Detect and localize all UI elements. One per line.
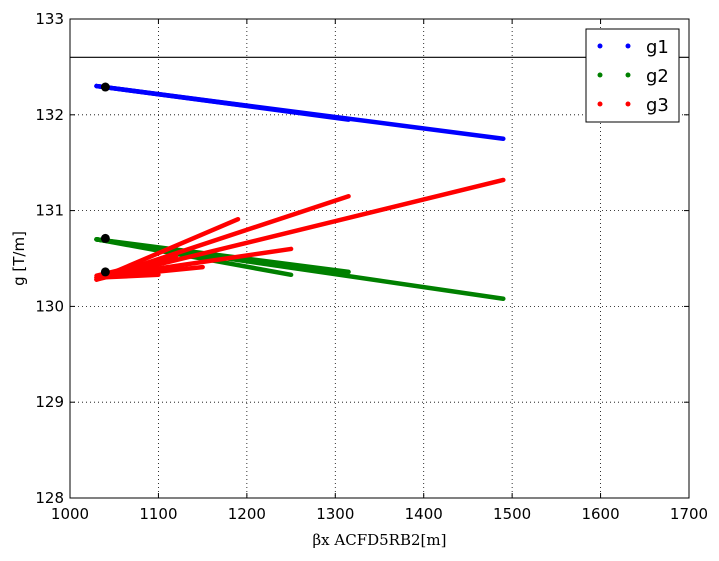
x-tick-label: 1400: [405, 505, 443, 523]
reference-point: [100, 267, 110, 277]
x-tick-label: 1300: [316, 505, 354, 523]
series-g1-points: [94, 83, 245, 108]
legend-item-g3: g3: [597, 95, 669, 116]
legend-marker: [597, 101, 603, 107]
legend-label: g2: [646, 66, 669, 87]
legend-item-g2: g2: [597, 66, 669, 87]
reference-points-layer: [100, 82, 110, 277]
reference-point: [100, 233, 110, 243]
legend-marker: [625, 43, 631, 49]
x-tick-label: 1500: [493, 505, 531, 523]
legend: g1 g2 g3: [585, 28, 680, 123]
reference-point: [100, 82, 110, 92]
legend-item-g1: g1: [597, 37, 669, 58]
legend-marker: [597, 43, 603, 49]
legend-label: g3: [646, 95, 669, 116]
series-g3-points: [94, 272, 161, 280]
axis-ticks: [69, 18, 690, 499]
y-tick-label: 133: [35, 10, 64, 28]
legend-marker: [625, 101, 631, 107]
y-tick-label: 128: [35, 489, 64, 507]
series-g2-points: [94, 237, 205, 259]
x-tick-label: 1700: [670, 505, 708, 523]
series-layer: [94, 83, 506, 301]
legend-label: g1: [646, 37, 669, 58]
series-g3-points: [94, 177, 506, 282]
y-tick-label: 131: [35, 202, 64, 220]
x-tick-label: 1600: [581, 505, 619, 523]
y-tick-label: 132: [35, 106, 64, 124]
plot-frame: [69, 18, 690, 499]
legend-marker: [597, 72, 603, 78]
y-tick-label: 129: [35, 393, 64, 411]
x-axis-label: βx ACFD5RB2[m]: [313, 531, 447, 549]
y-axis-label: g [T/m]: [10, 231, 28, 286]
tick-labels: 1000 1100 1200 1300 1400 1500 1600 1700 128 129 13…: [35, 10, 708, 523]
x-tick-label: 1000: [51, 505, 89, 523]
x-tick-label: 1200: [228, 505, 266, 523]
x-tick-label: 1100: [139, 505, 177, 523]
y-tick-label: 130: [35, 297, 64, 315]
legend-marker: [625, 72, 631, 78]
series-g1: [94, 83, 506, 141]
